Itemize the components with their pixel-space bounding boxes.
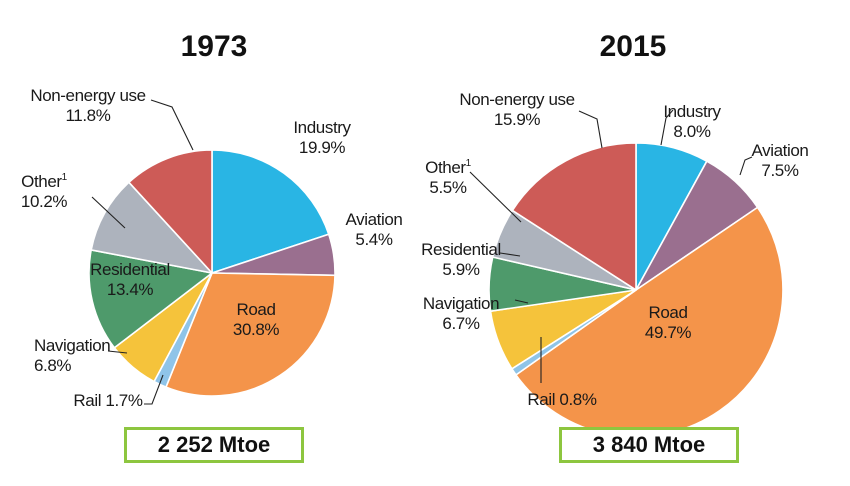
total-label-2015: 3 840 Mtoe — [592, 432, 706, 457]
slice-label-other: Other1 5.5% — [425, 158, 472, 197]
slice-label-residential: Residential 5.9% — [421, 240, 501, 279]
pie-chart-1973: 1973 Industry 19.9% Aviation 5.4% Road 30.8% Ra… — [21, 30, 403, 410]
total-label-1973: 2 252 Mtoe — [157, 432, 271, 457]
leader-line-aviation — [739, 156, 753, 176]
pie-slice-industry — [211, 149, 330, 274]
slice-label-navigation: Navigation 6.7% — [423, 294, 499, 333]
leader-line-navigation — [514, 299, 529, 304]
leader-line-navigation — [107, 350, 128, 354]
pie-slice-road — [165, 272, 336, 397]
chart-title-2015: 2015 — [600, 30, 667, 63]
pie-slice-road — [515, 206, 784, 438]
leader-line-non-energy-use — [578, 110, 603, 149]
pie-slice-residential — [88, 249, 213, 349]
slice-label-residential: Residential 13.4% — [90, 260, 170, 299]
slice-label-rail-0-8: Rail 0.8% — [527, 390, 596, 409]
leader-line-non-energy-use — [150, 99, 194, 151]
slice-label-road: Road 49.7% — [645, 303, 691, 342]
slice-label-navigation: Navigation 6.8% — [34, 336, 110, 375]
slice-label-rail-1-7: Rail 1.7% — [73, 391, 142, 410]
slice-label-industry: Industry 8.0% — [663, 102, 721, 141]
slice-label-non-energy-use: Non-energy use 11.8% — [30, 86, 145, 125]
slice-label-aviation: Aviation 5.4% — [346, 210, 403, 249]
leader-line-other — [91, 196, 126, 229]
leader-line-residential — [499, 252, 521, 257]
slice-label-road: Road 30.8% — [233, 300, 279, 339]
pie-chart-2015: 2015 Industry 8.0% Aviation 7.5% Road 49.7% Rai… — [421, 30, 809, 438]
pie-slice-non-energy-use — [511, 142, 637, 291]
slice-label-other: Other1 10.2% — [21, 172, 68, 211]
chart-title-1973: 1973 — [181, 30, 248, 63]
total-box-1973: 2 252 Mtoe — [124, 427, 304, 463]
pie-slice-non-energy-use — [128, 149, 213, 274]
slice-label-aviation: Aviation 7.5% — [752, 141, 809, 180]
leader-line-rail-1-7 — [144, 374, 164, 405]
leader-line-industry — [660, 109, 674, 146]
total-box-2015: 3 840 Mtoe — [559, 427, 739, 463]
pie-slice-other — [90, 181, 213, 274]
slice-label-non-energy-use: Non-energy use 15.9% — [459, 90, 574, 129]
slice-label-industry: Industry 19.9% — [293, 118, 351, 157]
leader-line-other — [469, 171, 522, 223]
